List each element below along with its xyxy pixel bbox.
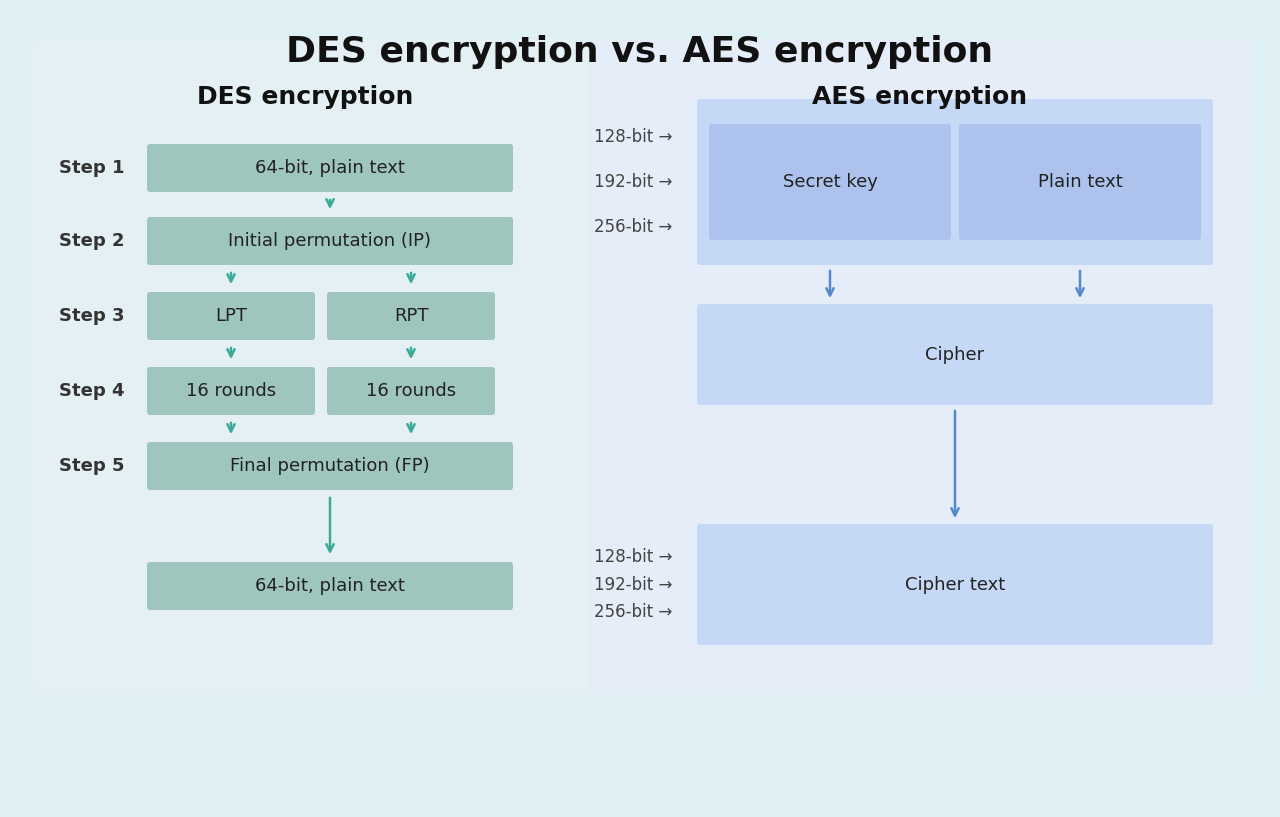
FancyBboxPatch shape bbox=[326, 367, 495, 415]
FancyBboxPatch shape bbox=[147, 144, 513, 192]
Text: 128-bit →: 128-bit → bbox=[594, 548, 672, 566]
Text: Secret key: Secret key bbox=[782, 173, 877, 191]
Text: RPT: RPT bbox=[394, 307, 429, 325]
Text: 192-bit →: 192-bit → bbox=[594, 173, 672, 191]
Text: 16 rounds: 16 rounds bbox=[186, 382, 276, 400]
Text: 64-bit, plain text: 64-bit, plain text bbox=[255, 159, 404, 177]
Text: Cipher: Cipher bbox=[925, 346, 984, 364]
FancyBboxPatch shape bbox=[147, 367, 315, 415]
Text: 64-bit, plain text: 64-bit, plain text bbox=[255, 577, 404, 595]
Text: 256-bit →: 256-bit → bbox=[594, 603, 672, 621]
FancyBboxPatch shape bbox=[698, 304, 1213, 405]
FancyBboxPatch shape bbox=[147, 562, 513, 610]
Text: Initial permutation (IP): Initial permutation (IP) bbox=[229, 232, 431, 250]
FancyBboxPatch shape bbox=[147, 442, 513, 490]
Text: Cipher text: Cipher text bbox=[905, 575, 1005, 593]
Text: Final permutation (FP): Final permutation (FP) bbox=[230, 457, 430, 475]
Text: DES encryption vs. AES encryption: DES encryption vs. AES encryption bbox=[287, 35, 993, 69]
Text: AES encryption: AES encryption bbox=[813, 85, 1028, 109]
FancyBboxPatch shape bbox=[147, 217, 513, 265]
Text: 256-bit →: 256-bit → bbox=[594, 218, 672, 236]
Text: 128-bit →: 128-bit → bbox=[594, 128, 672, 146]
Text: Step 2: Step 2 bbox=[59, 232, 124, 250]
Text: Step 3: Step 3 bbox=[59, 307, 124, 325]
Text: DES encryption: DES encryption bbox=[197, 85, 413, 109]
Text: LPT: LPT bbox=[215, 307, 247, 325]
FancyBboxPatch shape bbox=[959, 124, 1201, 240]
Text: Step 5: Step 5 bbox=[59, 457, 124, 475]
Text: Step 1: Step 1 bbox=[59, 159, 124, 177]
FancyBboxPatch shape bbox=[147, 292, 315, 340]
FancyBboxPatch shape bbox=[709, 124, 951, 240]
FancyBboxPatch shape bbox=[698, 99, 1213, 265]
FancyBboxPatch shape bbox=[698, 524, 1213, 645]
FancyBboxPatch shape bbox=[326, 292, 495, 340]
Text: Plain text: Plain text bbox=[1038, 173, 1123, 191]
Text: 16 rounds: 16 rounds bbox=[366, 382, 456, 400]
Text: Step 4: Step 4 bbox=[59, 382, 124, 400]
Text: 192-bit →: 192-bit → bbox=[594, 575, 672, 593]
FancyBboxPatch shape bbox=[591, 39, 1253, 695]
FancyBboxPatch shape bbox=[32, 39, 588, 695]
